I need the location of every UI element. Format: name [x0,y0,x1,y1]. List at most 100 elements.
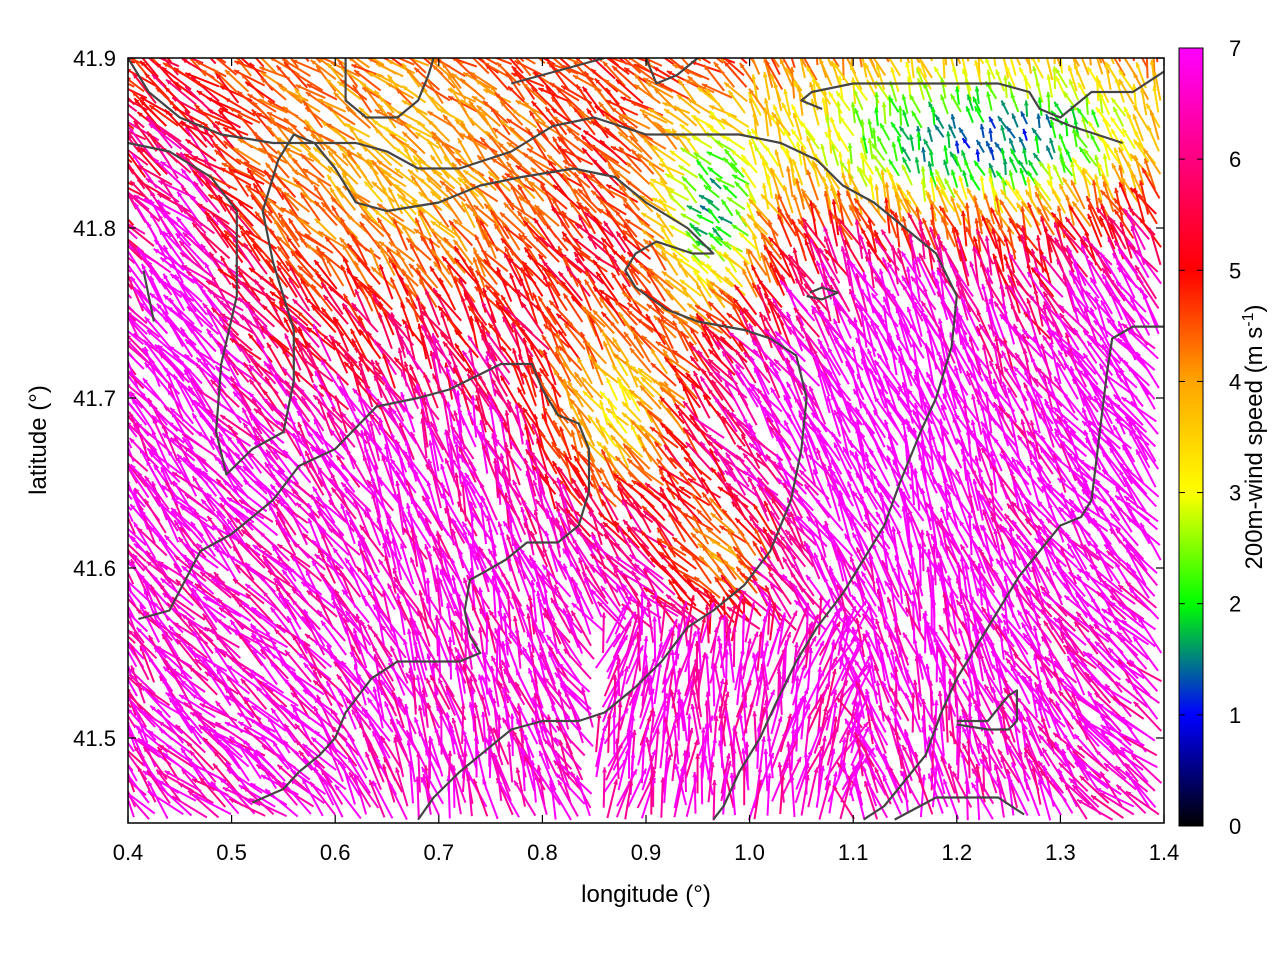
wind-vector-shaft [868,58,880,78]
wind-vector-head [709,115,715,121]
wind-vector-head [1151,45,1156,50]
wind-vector-head [917,78,922,84]
wind-vector-head [1154,28,1159,33]
wind-vector-shaft [295,83,326,100]
wind-vector [706,150,725,161]
wind-vector-head [865,63,870,69]
wind-vector-head [784,35,789,40]
wind-vector [838,115,855,137]
wind-vector [916,131,921,151]
wind-vector-head [104,71,109,75]
wind-vector-head [396,88,402,95]
wind-vector [1002,58,1010,79]
wind-vector [1054,67,1068,89]
wind-vector-shaft [575,83,597,114]
wind-vector-shaft [214,58,238,76]
wind-vector [1151,45,1156,77]
wind-vector-shaft [353,69,382,92]
wind-vector-head [156,87,162,93]
wind-vector-head [538,88,544,93]
wind-vector-head [252,101,258,107]
wind-vector-shaft [375,62,404,78]
wind-vector-shaft [499,100,524,126]
wind-vector-head [584,71,590,77]
wind-vector-head [855,36,860,41]
wind-vector-head [606,88,611,94]
wind-vector [696,214,714,224]
wind-vector [699,58,712,65]
wind-vector-head [631,102,637,107]
wind-vector-shaft [284,260,310,288]
wind-vector [942,58,946,79]
wind-vector [476,104,501,127]
wind-vector-head [161,67,167,72]
wind-vector-head [1078,82,1083,89]
wind-vector [918,58,928,78]
wind-vector [703,64,725,92]
wind-vector-head [112,143,117,148]
wind-vector-head [604,79,610,85]
wind-vector-shaft [128,268,132,273]
wind-vector [1010,92,1020,113]
wind-vector [620,96,655,111]
wind-vector-head [115,52,121,56]
wind-vector-head [1077,47,1082,53]
wind-vector-shaft [618,58,628,65]
wind-vector-head [617,50,623,55]
wind-vector-head [909,94,915,101]
wind-vector-head [1058,48,1063,53]
wind-vector [307,152,332,174]
wind-vector-head [107,210,112,215]
wind-vector [966,58,970,62]
wind-vector [442,114,465,140]
wind-vector-shaft [224,69,250,93]
wind-vector [664,172,686,187]
wind-vector [1053,58,1056,65]
wind-vector-head [823,226,828,232]
wind-vector-head [537,44,542,49]
wind-vector-head [201,69,207,75]
wind-vector-shaft [751,58,761,75]
wind-vector-head [889,96,894,103]
wind-vector-shaft [133,97,159,127]
wind-vector-shaft [1132,58,1136,62]
wind-vector [905,61,914,86]
wind-vector [986,91,993,111]
wind-vector [378,96,404,117]
wind-vector-shaft [558,58,571,68]
wind-vector-shaft [333,58,348,67]
wind-vector-head [114,82,120,86]
wind-vector [558,58,571,68]
wind-vector-head [898,105,903,111]
wind-vector-head [973,96,978,103]
wind-vector [639,108,668,124]
wind-vector-head [1068,65,1073,71]
wind-vector [881,102,887,125]
wind-vector [717,215,733,225]
wind-vector [581,86,606,117]
wind-vector-head [470,72,476,77]
wind-vector [160,66,192,91]
wind-vector [188,58,204,65]
wind-vector [1098,92,1111,116]
wind-vector [1000,124,1007,141]
wind-vector [1089,58,1092,66]
wind-vector-shaft [459,77,486,101]
wind-vector-head [709,110,715,117]
wind-vector-head [631,52,637,56]
wind-vector-shaft [826,58,833,67]
wind-vector [1145,58,1149,79]
wind-vector [1081,116,1090,139]
wind-vector-head [258,99,265,104]
wind-vector-head [728,90,734,96]
wind-vector-head [952,66,957,72]
wind-vector-head [108,78,113,83]
wind-vector-head [678,65,684,70]
wind-vector-head [611,107,617,113]
wind-vector-head [853,89,859,96]
wind-vector-head [288,34,293,39]
wind-vector-head [218,39,223,44]
wind-vector [605,58,630,76]
wind-vector-head [962,68,967,75]
wind-vector-head [241,73,247,79]
